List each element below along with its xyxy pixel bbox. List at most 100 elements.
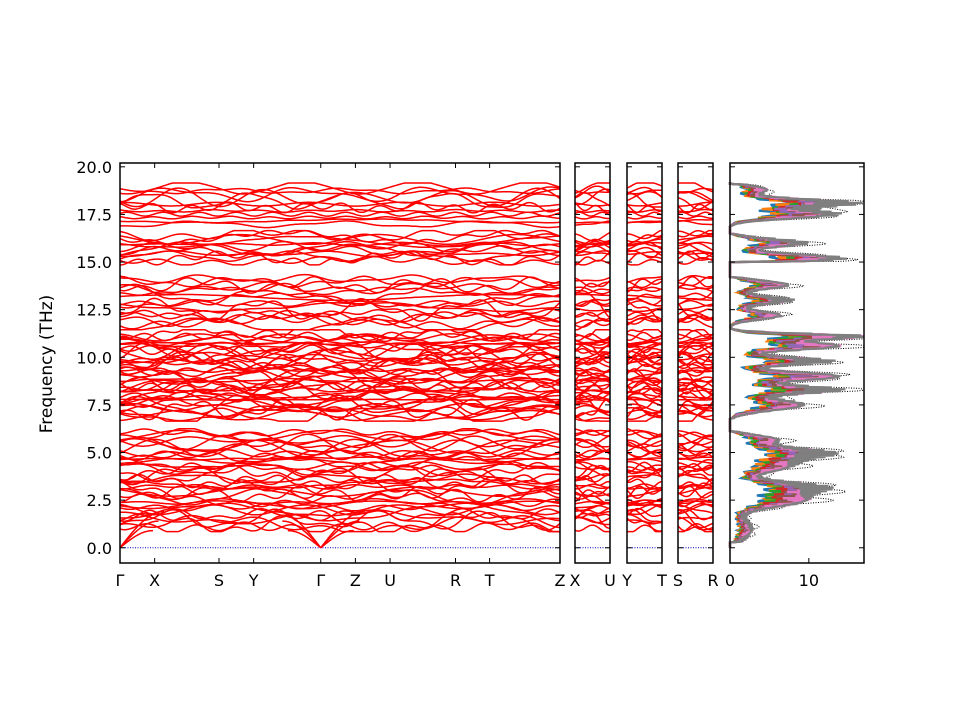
band-line xyxy=(626,379,663,389)
band-line xyxy=(574,524,610,533)
x-tick-label: Γ xyxy=(316,571,325,590)
band-line xyxy=(120,460,561,477)
acoustic-branch xyxy=(276,510,322,549)
band-line xyxy=(677,482,714,498)
band-line xyxy=(574,484,611,497)
band-line xyxy=(574,259,611,266)
band-line xyxy=(574,188,611,206)
band-line xyxy=(119,367,561,374)
band-line xyxy=(119,182,561,195)
x-tick-label: Y xyxy=(621,571,632,590)
band-line xyxy=(627,220,663,224)
band-line xyxy=(626,331,663,341)
y-tick-label: 20.0 xyxy=(76,158,112,177)
band-line xyxy=(626,377,663,383)
band-line xyxy=(574,492,611,498)
band-line xyxy=(119,344,561,366)
band-line xyxy=(119,487,561,506)
band-line xyxy=(678,456,714,460)
band-line xyxy=(627,241,663,247)
band-line xyxy=(574,352,611,367)
y-tick-label: 10.0 xyxy=(76,348,112,367)
band-line xyxy=(119,208,561,213)
band-line xyxy=(119,229,561,245)
band-line xyxy=(119,398,560,401)
band-line xyxy=(119,428,561,438)
band-line xyxy=(626,486,663,490)
band-line xyxy=(575,439,611,448)
band-line xyxy=(677,462,714,471)
band-line xyxy=(626,215,663,220)
x-tick-label: T xyxy=(656,571,667,590)
band-line xyxy=(119,479,560,500)
band-line xyxy=(626,354,662,364)
band-line xyxy=(574,221,610,224)
band-line xyxy=(677,525,714,533)
x-tick-label: X xyxy=(149,571,160,590)
band-line xyxy=(574,473,611,482)
band-line xyxy=(119,473,561,485)
band-line xyxy=(678,328,714,340)
band-line xyxy=(626,182,663,189)
band-line xyxy=(120,201,561,207)
band-line xyxy=(626,449,663,458)
band-line xyxy=(119,344,561,369)
band-line xyxy=(574,389,611,394)
band-line xyxy=(574,402,610,413)
band-line xyxy=(574,377,611,390)
band-line xyxy=(677,350,714,365)
band-line xyxy=(575,276,611,282)
band-line xyxy=(574,392,611,400)
band-line xyxy=(119,486,561,498)
band-line xyxy=(574,211,611,217)
band-line xyxy=(119,405,561,422)
band-line xyxy=(574,457,610,461)
band-line xyxy=(574,319,611,327)
band-line xyxy=(574,231,611,242)
band-line xyxy=(626,236,663,245)
band-line xyxy=(626,499,663,508)
band-line xyxy=(677,369,714,373)
band-line xyxy=(626,497,663,506)
band-line xyxy=(119,342,561,356)
band-line xyxy=(119,211,561,217)
band-line xyxy=(626,440,663,454)
band-line xyxy=(574,474,610,483)
x-tick-label: Y xyxy=(248,571,259,590)
band-line xyxy=(627,398,662,401)
band-line xyxy=(119,302,560,313)
band-line xyxy=(119,215,560,220)
band-line xyxy=(574,439,611,455)
x-tick-label: U xyxy=(604,571,616,590)
band-line xyxy=(626,328,663,334)
band-line xyxy=(575,293,610,297)
band-line xyxy=(626,346,663,364)
band-line xyxy=(119,433,560,453)
band-line xyxy=(678,182,714,193)
band-line xyxy=(575,483,610,490)
band-line xyxy=(119,402,561,413)
band-line xyxy=(574,182,610,194)
band-line xyxy=(119,282,561,307)
band-line xyxy=(626,443,663,452)
y-tick-label: 2.5 xyxy=(87,491,112,510)
band-line xyxy=(677,302,714,320)
band-line xyxy=(119,229,561,242)
band-line xyxy=(627,293,663,301)
band-line xyxy=(574,185,611,199)
x-tick-label: U xyxy=(384,571,396,590)
acoustic-branch xyxy=(119,510,164,549)
band-line xyxy=(677,256,714,265)
band-line xyxy=(575,379,611,382)
band-line xyxy=(119,449,561,462)
x-tick-label: Z xyxy=(555,571,566,590)
band-line xyxy=(119,276,561,294)
band-line xyxy=(627,229,662,240)
band-line xyxy=(627,524,663,533)
band-line xyxy=(626,343,663,355)
band-line xyxy=(677,490,714,505)
band-line xyxy=(677,341,714,345)
band-line xyxy=(678,431,714,438)
band-line xyxy=(626,350,662,357)
